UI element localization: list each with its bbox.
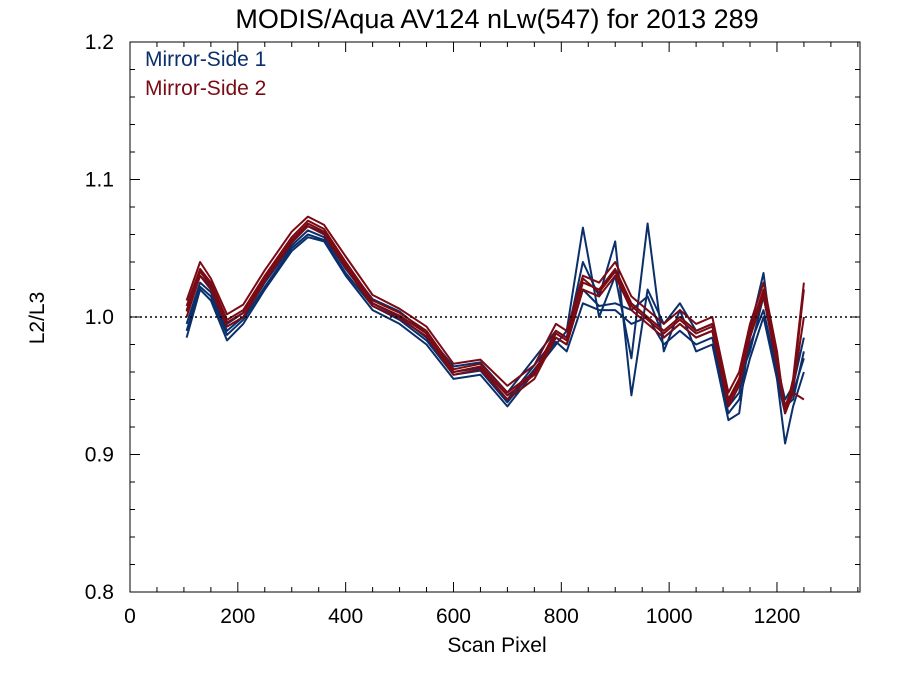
series-1-line-4 (185, 233, 805, 415)
x-tick-label: 1200 (754, 605, 801, 628)
chart-title: MODIS/Aqua AV124 nLw(547) for 2013 289 (235, 4, 758, 34)
legend-mirror-side-1: Mirror-Side 1 (145, 48, 266, 71)
x-axis-label: Scan Pixel (447, 634, 546, 657)
x-tick-label: 1000 (646, 605, 693, 628)
x-tick-label: 200 (220, 605, 255, 628)
ticks-layer: 0 200 400 600 800 1000 1200 0.8 0.9 1.0 1.1 1.2 (85, 31, 860, 628)
series-layer (185, 215, 805, 445)
y-tick-label: 0.8 (85, 581, 114, 604)
y-tick-label: 1.0 (85, 306, 114, 329)
x-tick-label: 400 (328, 605, 363, 628)
y-tick-label: 1.2 (85, 31, 114, 54)
series-2 (185, 215, 805, 415)
series-2-line-2 (185, 215, 805, 415)
y-tick-label: 1.1 (85, 169, 114, 192)
x-tick-label: 800 (544, 605, 579, 628)
y-axis-label: L2/L3 (26, 292, 49, 345)
series-2-line-4 (185, 222, 805, 411)
x-tick-label: 600 (436, 605, 471, 628)
legend-mirror-side-2: Mirror-Side 2 (145, 77, 266, 100)
x-tick-label: 0 (124, 605, 136, 628)
y-tick-label: 0.9 (85, 444, 114, 467)
